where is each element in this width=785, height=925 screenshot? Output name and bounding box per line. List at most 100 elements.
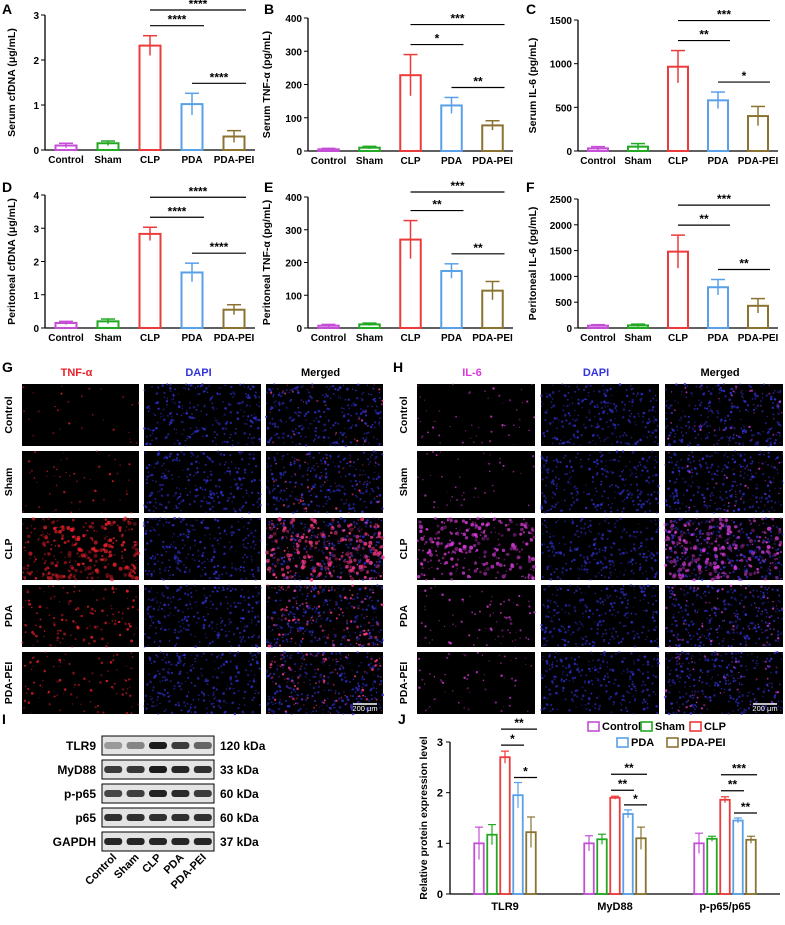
nucleus-dot — [185, 383, 187, 385]
signal-dot — [122, 555, 124, 557]
column-header: DAPI — [583, 367, 609, 379]
nucleus-dot — [173, 420, 175, 422]
nucleus-dot — [750, 429, 752, 431]
nucleus-dot — [575, 489, 576, 490]
signal-dot — [370, 525, 372, 527]
signal-dot — [98, 657, 100, 659]
nucleus-dot — [337, 521, 339, 523]
signal-dot — [351, 594, 353, 596]
signal-dot — [114, 622, 117, 625]
nucleus-dot — [202, 453, 204, 455]
nucleus-dot — [367, 579, 368, 580]
nucleus-dot — [379, 707, 381, 709]
signal-dot — [310, 619, 311, 620]
nucleus-dot — [151, 705, 153, 707]
nucleus-dot — [676, 426, 678, 428]
nucleus-dot — [230, 575, 231, 576]
signal-dot — [127, 598, 128, 599]
nucleus-dot — [221, 494, 223, 496]
nucleus-dot — [166, 404, 167, 405]
nucleus-dot — [742, 432, 744, 434]
signal-dot — [456, 499, 458, 501]
nucleus-dot — [629, 415, 631, 417]
nucleus-dot — [257, 652, 258, 653]
signal-dot — [307, 593, 308, 594]
signal-dot — [345, 656, 347, 658]
nucleus-dot — [648, 431, 650, 433]
nucleus-dot — [222, 427, 225, 430]
signal-dot — [88, 550, 92, 554]
nucleus-dot — [373, 517, 375, 519]
nucleus-dot — [293, 460, 295, 462]
nucleus-dot — [556, 488, 558, 490]
signal-dot — [277, 388, 279, 390]
nucleus-dot — [200, 500, 202, 502]
nucleus-dot — [751, 434, 754, 437]
signal-dot — [374, 384, 375, 385]
nucleus-dot — [569, 461, 571, 463]
nucleus-dot — [208, 694, 209, 695]
nucleus-dot — [655, 395, 656, 396]
nucleus-dot — [226, 572, 228, 574]
signal-dot — [373, 552, 377, 556]
nucleus-dot — [305, 401, 307, 403]
nucleus-dot — [321, 550, 323, 552]
nucleus-dot — [329, 609, 331, 611]
nucleus-dot — [344, 638, 346, 640]
nucleus-dot — [170, 453, 172, 455]
nucleus-dot — [373, 680, 376, 683]
nucleus-dot — [167, 692, 169, 694]
nucleus-dot — [299, 645, 301, 647]
nucleus-dot — [163, 595, 165, 597]
nucleus-dot — [365, 684, 368, 687]
signal-dot — [136, 577, 138, 579]
signal-dot — [126, 590, 129, 593]
nucleus-dot — [570, 483, 571, 484]
nucleus-dot — [151, 527, 152, 528]
nucleus-dot — [239, 704, 240, 705]
signal-dot — [49, 576, 53, 580]
nucleus-dot — [775, 434, 777, 436]
nucleus-dot — [632, 500, 635, 503]
signal-dot — [307, 474, 309, 476]
nucleus-dot — [341, 678, 344, 681]
micrograph-tile — [417, 451, 535, 514]
nucleus-dot — [183, 564, 185, 566]
nucleus-dot — [310, 471, 311, 472]
nucleus-dot — [220, 604, 221, 605]
nucleus-dot — [297, 499, 299, 501]
signal-dot — [303, 608, 305, 610]
nucleus-dot — [364, 522, 366, 524]
nucleus-dot — [566, 405, 568, 407]
nucleus-dot — [653, 480, 654, 481]
nucleus-dot — [255, 586, 257, 588]
nucleus-dot — [198, 463, 200, 465]
nucleus-dot — [229, 678, 232, 681]
nucleus-dot — [185, 523, 187, 525]
signal-dot — [42, 575, 44, 577]
nucleus-dot — [773, 399, 775, 401]
nucleus-dot — [612, 443, 613, 444]
tile-background — [665, 384, 783, 446]
nucleus-dot — [164, 657, 165, 658]
nucleus-dot — [174, 388, 176, 390]
signal-dot — [25, 505, 27, 507]
nucleus-dot — [325, 586, 327, 588]
nucleus-dot — [176, 413, 178, 415]
nucleus-dot — [268, 422, 271, 425]
nucleus-dot — [251, 558, 253, 560]
signal-dot — [327, 568, 329, 570]
signal-dot — [351, 524, 352, 525]
nucleus-dot — [266, 403, 267, 404]
nucleus-dot — [777, 413, 779, 415]
nucleus-dot — [303, 656, 304, 657]
nucleus-dot — [702, 425, 703, 426]
signal-dot — [347, 622, 348, 623]
nucleus-dot — [284, 615, 285, 616]
signal-dot — [44, 562, 46, 564]
signal-dot — [352, 547, 354, 549]
nucleus-dot — [640, 401, 642, 403]
signal-dot — [132, 570, 135, 573]
nucleus-dot — [148, 590, 151, 593]
signal-dot — [311, 488, 313, 490]
